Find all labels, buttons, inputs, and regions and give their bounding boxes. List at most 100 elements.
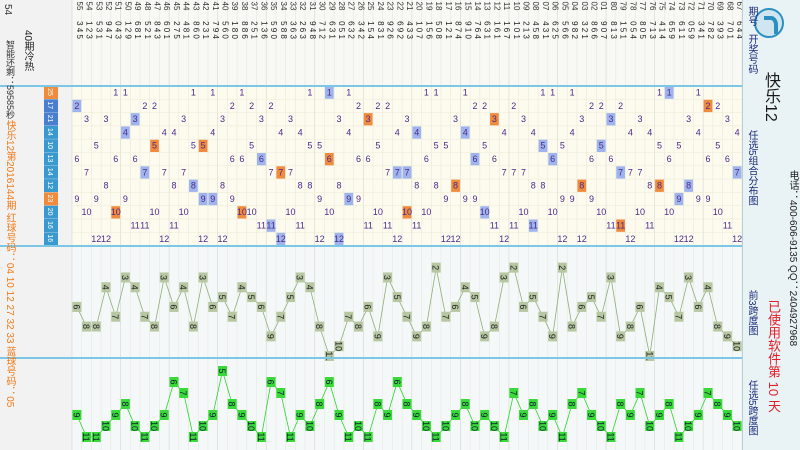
dist-number: 9 <box>94 194 99 204</box>
span5-marker <box>557 432 567 442</box>
period-number: 68 <box>725 2 734 11</box>
span3-value: 6 <box>518 304 528 309</box>
dist-number: 9 <box>230 194 235 204</box>
open-number: 4 3 1 <box>541 21 550 39</box>
dist-number: 12 <box>451 234 461 244</box>
span3-marker <box>645 351 655 361</box>
open-number: 2 3 1 <box>201 21 210 39</box>
span5-value: 10 <box>149 421 159 431</box>
hotcold-value: 12 <box>46 181 53 189</box>
span5-value: 7 <box>703 390 713 395</box>
span3-label: 前3跨度图 <box>746 290 757 336</box>
dist-number: 2 <box>152 101 157 111</box>
dist-number: 1 <box>191 88 196 98</box>
span5-value: 9 <box>586 412 596 417</box>
dist-number: 4 <box>298 127 303 137</box>
open-number: 8 8 6 <box>240 21 249 39</box>
span3-value: 4 <box>654 285 664 290</box>
span3-value: 2 <box>557 265 567 270</box>
span3-marker <box>159 272 169 283</box>
span5-value: 8 <box>615 401 625 406</box>
dist-number: 8 <box>579 181 584 191</box>
dist-number: 4 <box>463 127 468 137</box>
period-number: 38 <box>240 2 249 11</box>
period-number: 46 <box>162 2 171 11</box>
period-number: 80 <box>609 2 618 11</box>
dist-number: 12 <box>674 234 684 244</box>
span3-marker <box>266 331 276 342</box>
open-number: 5 0 8 <box>434 21 443 39</box>
span5-value: 11 <box>363 432 373 441</box>
dist-number: 7 <box>638 167 643 177</box>
dist-number: 3 <box>133 114 138 124</box>
span3-value: 9 <box>479 334 489 339</box>
span5-marker <box>528 399 538 409</box>
span3-value: 6 <box>207 304 217 309</box>
dist-number: 4 <box>570 127 575 137</box>
span5-marker <box>596 421 606 431</box>
span5-marker <box>150 421 160 431</box>
period-number: 05 <box>560 2 569 11</box>
dist-number: 6 <box>239 154 244 164</box>
span5-marker <box>140 432 150 442</box>
span3-marker <box>577 301 587 312</box>
period-number: 49 <box>133 2 142 11</box>
span5-value: 10 <box>353 421 363 431</box>
span3-marker <box>664 292 674 303</box>
span5-label: 任选5跨度图 <box>746 380 757 436</box>
dist-number: 4 <box>696 127 701 137</box>
open-number: 1 6 7 <box>502 21 511 39</box>
period-number: 17 <box>444 2 453 11</box>
dist-number: 11 <box>723 221 732 231</box>
open-number: 4 3 3 <box>405 21 414 39</box>
span5-value: 11 <box>431 432 441 441</box>
span3-value: 7 <box>673 314 683 319</box>
span3-value: 7 <box>139 314 149 319</box>
span3-value: 8 <box>625 324 635 329</box>
span3-marker <box>120 272 130 283</box>
span5-marker <box>159 410 169 420</box>
span5-marker <box>392 377 402 387</box>
dist-number: 10 <box>82 207 92 217</box>
span3-value: 8 <box>421 324 431 329</box>
dist-number: 8 <box>220 181 225 191</box>
dist-cell-highlight <box>460 126 470 139</box>
dist-number: 5 <box>599 141 604 151</box>
dist-number: 10 <box>111 207 121 217</box>
dist-number: 2 <box>142 101 147 111</box>
dist-number: 1 <box>463 88 468 98</box>
dist-number: 2 <box>589 101 594 111</box>
span3-value: 4 <box>130 285 140 290</box>
span3-value: 5 <box>469 295 479 300</box>
span3-value: 6 <box>256 304 266 309</box>
period-number: 32 <box>298 2 307 11</box>
span5-value: 8 <box>528 401 538 406</box>
period-number: 16 <box>454 2 463 11</box>
span3-marker <box>519 301 529 312</box>
dist-cell-highlight <box>237 206 247 219</box>
dist-number: 8 <box>531 181 536 191</box>
hotcold-value: 13 <box>46 155 53 163</box>
span5-value: 11 <box>81 432 91 441</box>
span5-marker <box>713 399 723 409</box>
dist-number: 10 <box>421 207 431 217</box>
period-number: 02 <box>589 2 598 11</box>
span3-marker <box>441 311 451 322</box>
span3-marker <box>373 331 383 342</box>
span3-value: 3 <box>683 275 693 280</box>
app-title: 快乐12 <box>762 72 779 122</box>
period-number: 06 <box>551 2 560 11</box>
span3-value: 5 <box>217 295 227 300</box>
period-number: 75 <box>657 2 666 11</box>
period-number: 19 <box>424 2 433 11</box>
open-number: 3 4 2 <box>356 21 365 39</box>
open-number: 1 2 1 <box>444 21 453 39</box>
dist-cell-highlight <box>606 113 616 126</box>
span3-value: 11 <box>324 351 334 360</box>
period-number: 36 <box>259 2 268 11</box>
period-number: 09 <box>522 2 531 11</box>
open-number: 1 5 1 <box>619 21 628 39</box>
span5-value: 10 <box>304 421 314 431</box>
span3-value: 3 <box>499 275 509 280</box>
